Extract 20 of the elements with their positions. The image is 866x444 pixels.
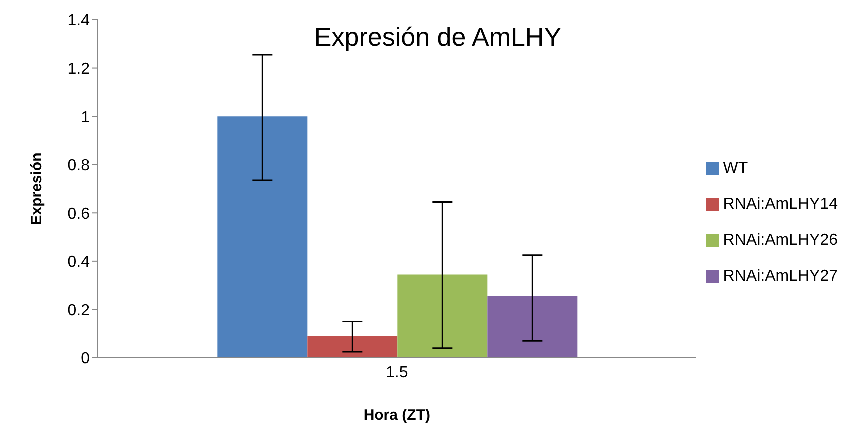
- bar: [308, 336, 398, 358]
- y-tick-label: 1: [81, 109, 90, 126]
- y-tick-label: 1.2: [68, 60, 90, 78]
- x-tick-label: 1.5: [386, 364, 408, 382]
- y-tick-label: 1.4: [68, 12, 90, 30]
- legend-label: RNAi:AmLHY26: [723, 232, 838, 249]
- bar: [488, 296, 578, 358]
- chart-title: Expresión de AmLHY: [313, 22, 563, 53]
- legend-label: RNAi:AmLHY27: [723, 268, 838, 285]
- y-tick-label: 0.8: [68, 158, 90, 175]
- y-axis-title: Expresión: [28, 152, 46, 226]
- y-tick-label: 0: [81, 350, 90, 368]
- y-tick-label: 0.2: [68, 302, 90, 320]
- y-tick-label: 0.6: [68, 206, 90, 223]
- bar: [218, 116, 308, 358]
- legend-label: WT: [723, 160, 748, 177]
- x-axis-title: Hora (ZT): [364, 407, 430, 424]
- bar: [398, 274, 488, 358]
- legend-label: RNAi:AmLHY14: [723, 196, 838, 213]
- y-tick-label: 0.4: [68, 254, 90, 272]
